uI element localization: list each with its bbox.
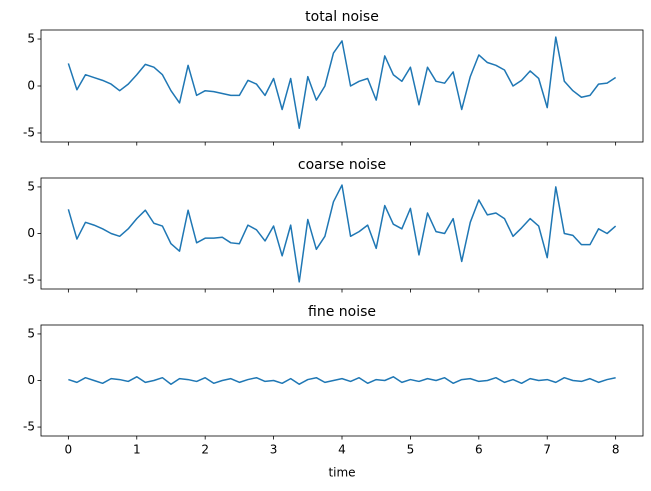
y-tick-label: 5 [27,326,35,340]
axes-frame [40,324,644,437]
y-tick-label: -5 [23,273,35,287]
y-tick-label: 5 [27,32,35,46]
x-tick-label: 5 [407,443,415,457]
y-tick-label: 5 [27,179,35,193]
series-line [67,184,617,283]
panel-title: total noise [305,9,379,25]
series-line [67,36,617,130]
y-tick-label: 0 [27,373,35,387]
axes-frame [40,177,644,290]
series-line [68,376,616,385]
x-tick-label: 3 [270,443,278,457]
x-tick-label: 8 [612,443,620,457]
x-tick-label: 4 [338,443,346,457]
y-tick-label: 0 [27,226,35,240]
x-axis-label: time [328,466,355,480]
panel-title: fine noise [308,304,376,320]
x-tick-label: 0 [65,443,73,457]
x-tick-label: 6 [475,443,483,457]
axes-frame [40,29,644,143]
y-tick-label: 0 [27,79,35,93]
y-tick-label: -5 [23,420,35,434]
x-tick-label: 1 [133,443,141,457]
panel-title: coarse noise [298,157,386,173]
y-tick-label: -5 [23,125,35,139]
x-tick-label: 7 [543,443,551,457]
x-tick-label: 2 [201,443,209,457]
